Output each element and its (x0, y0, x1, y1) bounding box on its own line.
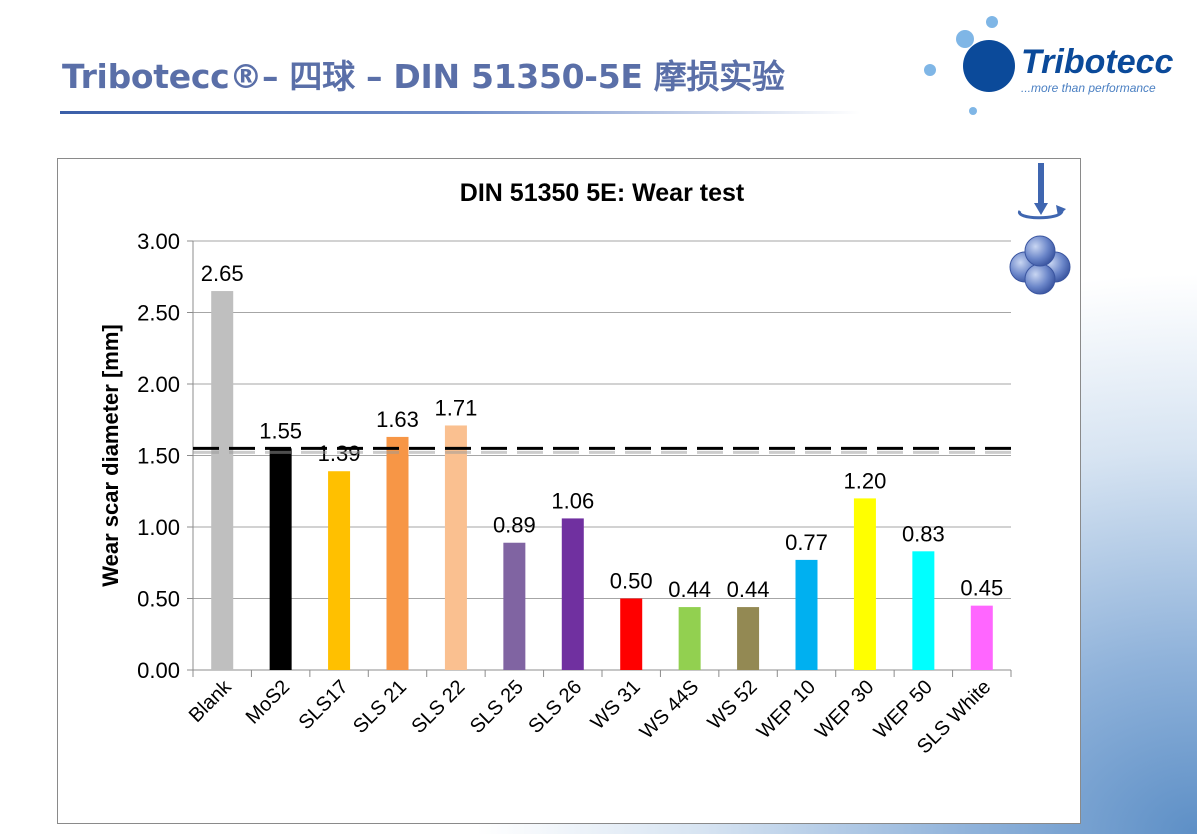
category-label: WS 52 (704, 676, 762, 734)
data-label: 1.06 (551, 488, 594, 513)
bar-ws-44s (678, 607, 701, 670)
bar-sls-22 (444, 425, 467, 670)
wear-test-chart: DIN 51350 5E: Wear test 0.00 0.50 1.00 1.50 2… (98, 163, 1071, 758)
bar-ws-31 (620, 598, 643, 670)
data-label: 0.77 (785, 530, 828, 555)
logo-dot-medium (956, 30, 974, 48)
data-label: 2.65 (201, 261, 244, 286)
category-label: SLS 25 (466, 676, 528, 738)
bar-sls-26 (561, 518, 584, 670)
category-label: MoS2 (242, 676, 295, 729)
data-label: 1.71 (435, 395, 478, 420)
y-tick-label: 2.50 (137, 301, 180, 326)
bar-wep-10 (795, 559, 818, 670)
chart-frame: DIN 51350 5E: Wear test 0.00 0.50 1.00 1.50 2… (57, 158, 1081, 824)
category-label: WS 31 (587, 676, 645, 734)
y-axis-label: Wear scar diameter [mm] (98, 324, 123, 587)
data-label: 1.20 (844, 468, 887, 493)
category-label: SLS 21 (349, 676, 411, 738)
bar-ws-52 (737, 607, 760, 670)
bar-blank (211, 291, 234, 670)
bar-wep-30 (853, 498, 876, 670)
y-tick-label: 3.00 (137, 229, 180, 254)
logo-dot-large (963, 40, 1015, 92)
bar-sls-25 (503, 542, 526, 670)
y-tick-label: 0.50 (137, 587, 180, 612)
slide-title: Tribotecc®– 四球 – DIN 51350-5E 摩损实验 (62, 57, 785, 96)
title-underline (60, 111, 860, 114)
logo-dot-small-top (986, 16, 998, 28)
bar-sls-21 (386, 436, 409, 670)
bar-sls-white (970, 605, 993, 670)
chart-title: DIN 51350 5E: Wear test (460, 179, 745, 207)
data-label: 0.89 (493, 513, 536, 538)
logo-dot-bottom (969, 107, 977, 115)
bar-mos2 (269, 448, 292, 670)
category-label: SLS 22 (408, 676, 470, 738)
category-label: WEP 30 (811, 676, 878, 743)
data-label: 0.83 (902, 521, 945, 546)
category-label: SLS 26 (524, 676, 586, 738)
data-label: 0.45 (960, 576, 1003, 601)
category-label: WEP 10 (753, 676, 820, 743)
y-tick-label: 1.50 (137, 444, 180, 469)
four-ball-rotation-icon (1009, 163, 1071, 295)
bar-wep-50 (912, 551, 935, 670)
logo-tagline: ...more than performance (1021, 81, 1156, 95)
y-tick-label: 0.00 (137, 658, 180, 683)
data-label: 0.44 (727, 577, 770, 602)
logo-brand: Tribotecc (1021, 43, 1174, 81)
category-label: WS 44S (636, 676, 703, 743)
bar-sls17 (328, 471, 351, 670)
tribotecc-logo: Tribotecc ...more than performance (915, 12, 1185, 122)
y-tick-label: 1.00 (137, 515, 180, 540)
data-label: 0.44 (668, 577, 711, 602)
category-label: Blank (185, 675, 237, 727)
data-label: 1.55 (259, 418, 302, 443)
logo-dot-left (924, 64, 936, 76)
data-label: 1.63 (376, 407, 419, 432)
y-tick-label: 2.00 (137, 372, 180, 397)
data-label: 0.50 (610, 569, 653, 594)
category-label: SLS17 (295, 676, 353, 734)
